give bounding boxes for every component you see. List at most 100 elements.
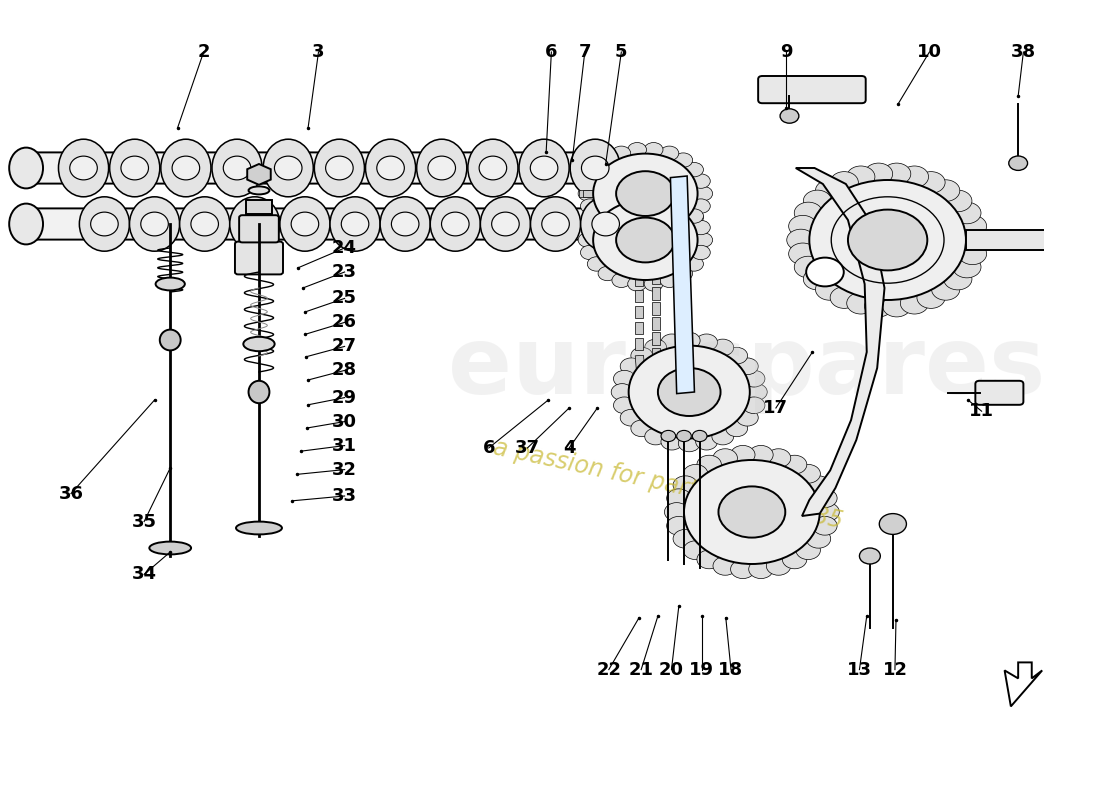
Text: eurospares: eurospares bbox=[448, 322, 1045, 414]
Text: 3: 3 bbox=[312, 43, 324, 61]
Circle shape bbox=[667, 489, 691, 507]
Circle shape bbox=[587, 257, 606, 271]
Circle shape bbox=[953, 256, 981, 278]
Circle shape bbox=[579, 233, 597, 247]
Circle shape bbox=[674, 220, 693, 234]
Circle shape bbox=[645, 230, 663, 245]
Circle shape bbox=[718, 486, 785, 538]
Text: 6: 6 bbox=[483, 439, 495, 457]
Circle shape bbox=[830, 286, 858, 308]
Polygon shape bbox=[635, 181, 643, 194]
Circle shape bbox=[628, 189, 647, 203]
Circle shape bbox=[697, 550, 722, 569]
Text: 7: 7 bbox=[579, 43, 591, 61]
Circle shape bbox=[676, 430, 691, 442]
Ellipse shape bbox=[130, 197, 179, 251]
Text: 34: 34 bbox=[132, 566, 156, 583]
Polygon shape bbox=[651, 333, 660, 345]
Ellipse shape bbox=[241, 212, 268, 236]
Circle shape bbox=[620, 410, 642, 426]
Ellipse shape bbox=[592, 212, 619, 236]
Circle shape bbox=[684, 257, 703, 271]
Circle shape bbox=[782, 455, 806, 474]
Circle shape bbox=[692, 430, 707, 442]
Polygon shape bbox=[579, 190, 595, 197]
Ellipse shape bbox=[191, 212, 219, 236]
Circle shape bbox=[612, 384, 632, 400]
Circle shape bbox=[767, 557, 791, 575]
Ellipse shape bbox=[292, 212, 319, 236]
Circle shape bbox=[664, 502, 689, 522]
Circle shape bbox=[692, 246, 711, 260]
Circle shape bbox=[749, 560, 773, 578]
Circle shape bbox=[1009, 156, 1027, 170]
Circle shape bbox=[587, 162, 606, 177]
Text: 29: 29 bbox=[332, 389, 358, 406]
Circle shape bbox=[847, 166, 874, 187]
Circle shape bbox=[794, 202, 823, 224]
Circle shape bbox=[712, 428, 734, 445]
Polygon shape bbox=[635, 196, 643, 209]
Polygon shape bbox=[795, 168, 884, 516]
Circle shape bbox=[806, 476, 830, 494]
Circle shape bbox=[661, 434, 683, 450]
Circle shape bbox=[767, 449, 791, 467]
Ellipse shape bbox=[150, 542, 191, 554]
Circle shape bbox=[848, 210, 927, 270]
Circle shape bbox=[695, 434, 717, 450]
Circle shape bbox=[789, 243, 817, 265]
Circle shape bbox=[726, 347, 748, 364]
Polygon shape bbox=[651, 378, 660, 390]
Ellipse shape bbox=[69, 156, 97, 180]
Ellipse shape bbox=[441, 212, 469, 236]
Ellipse shape bbox=[570, 139, 620, 197]
Text: 26: 26 bbox=[332, 314, 358, 331]
Ellipse shape bbox=[581, 197, 630, 251]
Ellipse shape bbox=[417, 139, 466, 197]
Ellipse shape bbox=[480, 156, 507, 180]
Text: 2: 2 bbox=[197, 43, 210, 61]
Circle shape bbox=[789, 215, 817, 237]
Circle shape bbox=[782, 550, 806, 569]
Circle shape bbox=[579, 186, 597, 201]
Circle shape bbox=[679, 435, 700, 452]
Circle shape bbox=[744, 397, 764, 414]
Text: 35: 35 bbox=[132, 513, 156, 530]
Polygon shape bbox=[651, 211, 660, 224]
FancyBboxPatch shape bbox=[239, 215, 278, 242]
Polygon shape bbox=[635, 338, 643, 350]
Circle shape bbox=[744, 370, 764, 387]
Circle shape bbox=[780, 109, 799, 123]
Circle shape bbox=[932, 180, 960, 202]
Text: a passion for parts since 1985: a passion for parts since 1985 bbox=[492, 435, 846, 533]
Polygon shape bbox=[635, 274, 643, 286]
Polygon shape bbox=[635, 290, 643, 302]
Polygon shape bbox=[651, 242, 660, 254]
Circle shape bbox=[736, 410, 758, 426]
Circle shape bbox=[803, 190, 832, 212]
Polygon shape bbox=[635, 355, 645, 369]
Text: 37: 37 bbox=[515, 439, 540, 457]
Circle shape bbox=[679, 332, 700, 349]
Circle shape bbox=[944, 268, 972, 290]
Ellipse shape bbox=[430, 197, 481, 251]
Text: 10: 10 bbox=[917, 43, 942, 61]
Circle shape bbox=[786, 230, 815, 250]
Circle shape bbox=[803, 268, 832, 290]
Circle shape bbox=[645, 428, 667, 445]
Polygon shape bbox=[651, 287, 660, 299]
Circle shape bbox=[684, 460, 820, 564]
Circle shape bbox=[859, 548, 880, 564]
Circle shape bbox=[581, 220, 600, 234]
Circle shape bbox=[660, 146, 679, 161]
FancyBboxPatch shape bbox=[20, 152, 649, 183]
Circle shape bbox=[661, 430, 675, 442]
Ellipse shape bbox=[121, 156, 148, 180]
Text: 32: 32 bbox=[332, 461, 358, 478]
Ellipse shape bbox=[223, 156, 251, 180]
Polygon shape bbox=[651, 257, 660, 269]
Circle shape bbox=[796, 541, 821, 559]
Text: 22: 22 bbox=[596, 661, 622, 678]
Circle shape bbox=[713, 449, 737, 467]
Text: 33: 33 bbox=[332, 487, 358, 505]
